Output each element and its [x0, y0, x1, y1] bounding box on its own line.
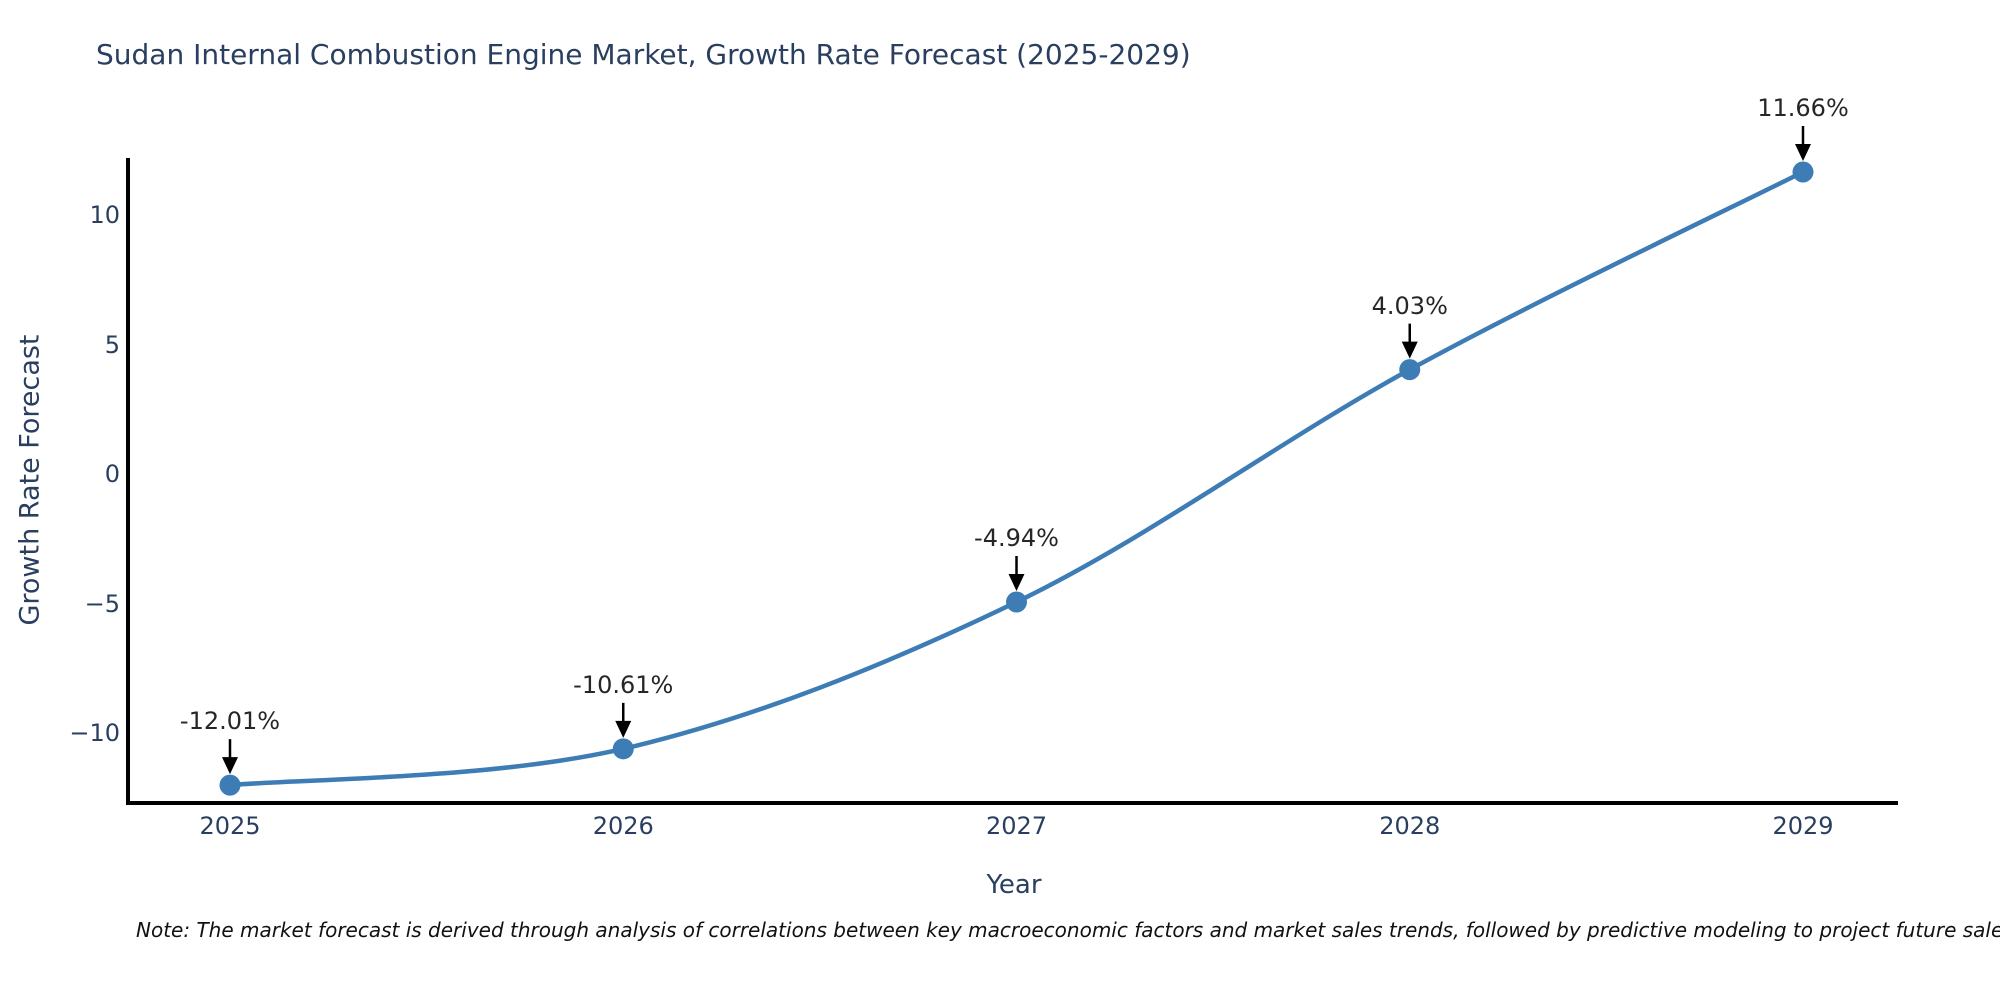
y-tick-label: 10 [89, 200, 120, 229]
forecast-line [227, 169, 1806, 788]
point-value-label: -12.01% [179, 707, 281, 736]
data-point-marker [612, 738, 634, 760]
point-value-label: 11.66% [1757, 93, 1849, 122]
annotation-arrow-head [1008, 573, 1025, 591]
data-point-marker [1399, 359, 1421, 381]
x-tick-label: 2025 [199, 812, 261, 840]
x-tick-label: 2027 [985, 812, 1048, 840]
data-point-marker [219, 774, 241, 796]
y-tick-label: −5 [84, 589, 120, 618]
y-tick-label: 0 [104, 460, 120, 489]
annotation-arrow-head [222, 757, 238, 775]
point-value-label: -4.94% [974, 523, 1059, 552]
annotation-arrow-head [1795, 143, 1811, 161]
x-tick-label: 2029 [1772, 812, 1834, 840]
data-point-marker [1792, 161, 1814, 183]
point-value-label: 4.03% [1371, 291, 1448, 320]
point-value-label: -10.61% [573, 670, 674, 699]
y-tick-label: −10 [69, 719, 120, 748]
y-tick-label: 5 [104, 330, 120, 359]
axis-lines [126, 158, 1898, 805]
annotation-arrow-head [615, 720, 632, 738]
chart-title: Sudan Internal Combustion Engine Market,… [96, 38, 1191, 71]
data-point-marker [1006, 591, 1027, 613]
x-tick-label: 2028 [1379, 812, 1441, 840]
x-tick-label: 2026 [592, 812, 654, 840]
x-axis-title: Year [986, 870, 1042, 900]
annotation-arrow-head [1401, 341, 1418, 359]
footnote: Note: The market forecast is derived thr… [136, 918, 2000, 942]
